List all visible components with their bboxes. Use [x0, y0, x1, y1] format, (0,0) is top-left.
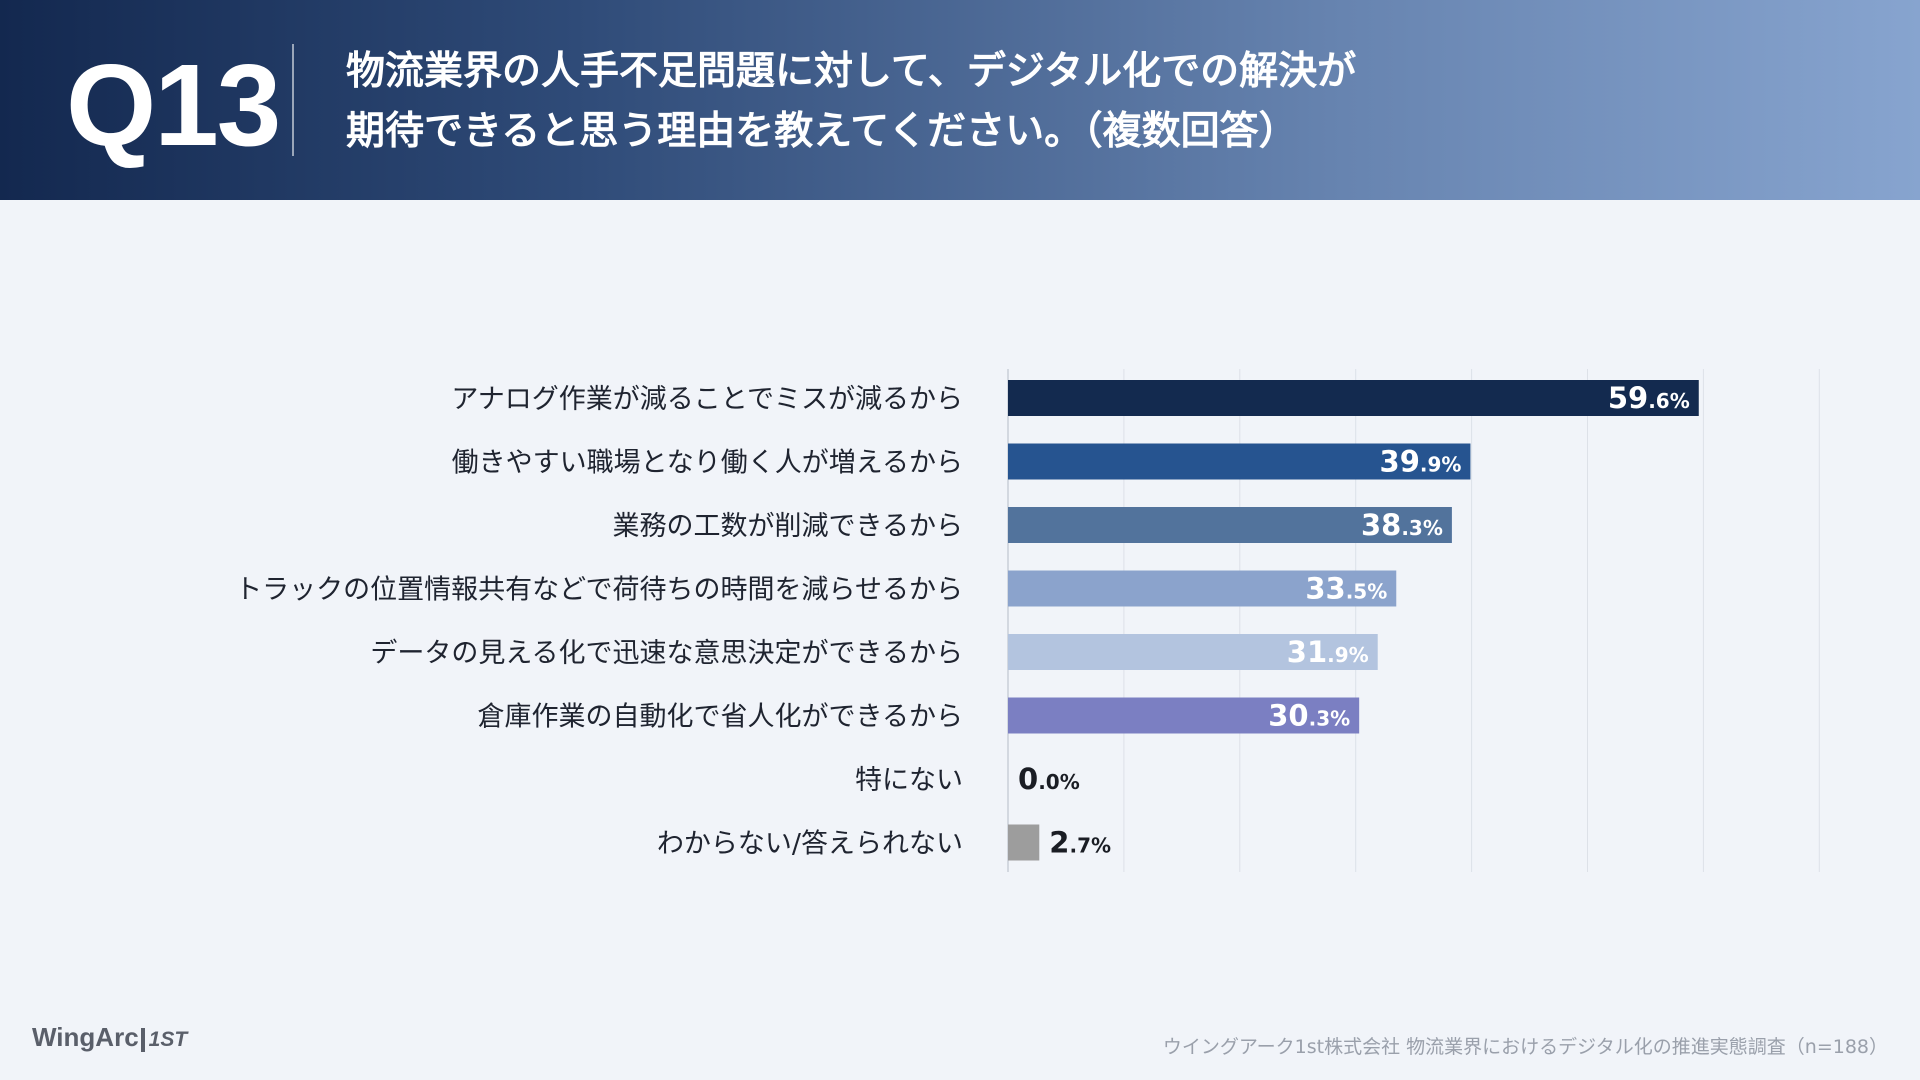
value-label-decimal: .0% — [1038, 770, 1080, 794]
value-label: 30.3% — [1268, 699, 1350, 733]
category-label: アナログ作業が減ることでミスが減るから — [451, 384, 963, 415]
value-label: 38.3% — [1361, 508, 1443, 542]
bar — [1008, 570, 1397, 607]
value-label-decimal: .6% — [1648, 389, 1690, 413]
question-title: 物流業界の人手不足問題に対して、デジタル化での解決が 期待できると思う理由を教え… — [346, 42, 1646, 162]
value-label: 31.9% — [1287, 635, 1369, 669]
category-label: トラックの位置情報共有などで荷待ちの時間を減らせるから — [235, 575, 963, 606]
value-label: 39.9% — [1380, 445, 1462, 479]
category-label: わからない/答えられない — [657, 829, 963, 860]
logo-text: WingArc — [32, 1022, 139, 1052]
value-label-decimal: .3% — [1309, 707, 1351, 731]
bar — [1008, 697, 1360, 734]
value-label-decimal: .9% — [1420, 453, 1462, 477]
value-label-decimal: .3% — [1401, 516, 1443, 540]
value-label-decimal: .7% — [1069, 834, 1111, 858]
logo-mark: 1ST — [140, 1028, 187, 1052]
question-title-line1: 物流業界の人手不足問題に対して、デジタル化での解決が — [346, 49, 1357, 94]
value-label-integer: 38 — [1361, 508, 1401, 542]
category-label: 特にない — [855, 765, 963, 796]
bar — [1008, 380, 1699, 416]
category-label: データの見える化で迅速な意思決定ができるから — [370, 638, 963, 669]
value-label-integer: 31 — [1287, 635, 1327, 669]
bar — [1008, 634, 1378, 670]
value-label: 2.7% — [1049, 826, 1111, 860]
category-label: 倉庫作業の自動化で省人化ができるから — [478, 702, 963, 733]
category-label: 業務の工数が削減できるから — [613, 511, 963, 542]
header-banner: Q13 物流業界の人手不足問題に対して、デジタル化での解決が 期待できると思う理… — [0, 0, 1920, 200]
bar — [1008, 824, 1040, 861]
value-label: 33.5% — [1305, 572, 1387, 606]
value-label-integer: 0 — [1018, 762, 1038, 796]
value-label-decimal: .9% — [1327, 643, 1369, 667]
value-label-integer: 2 — [1049, 826, 1069, 860]
bar — [1008, 507, 1452, 543]
question-number: Q13 — [66, 40, 281, 170]
value-label: 0.0% — [1018, 762, 1080, 796]
value-label-decimal: .5% — [1346, 580, 1388, 604]
value-label: 59.6% — [1608, 381, 1690, 415]
value-label-integer: 39 — [1380, 445, 1420, 479]
question-title-line2: 期待できると思う理由を教えてください。（複数回答） — [346, 109, 1298, 154]
value-label-integer: 30 — [1268, 699, 1308, 733]
bar — [1008, 443, 1471, 480]
wingarc-logo: WingArc 1ST — [32, 1022, 187, 1053]
category-label: 働きやすい職場となり働く人が増えるから — [452, 448, 963, 479]
source-note: ウイングアーク1st株式会社 物流業界におけるデジタル化の推進実態調査（n=18… — [1162, 1036, 1888, 1058]
value-label-integer: 59 — [1608, 381, 1648, 415]
header-divider — [292, 44, 294, 156]
value-label-integer: 33 — [1305, 572, 1345, 606]
